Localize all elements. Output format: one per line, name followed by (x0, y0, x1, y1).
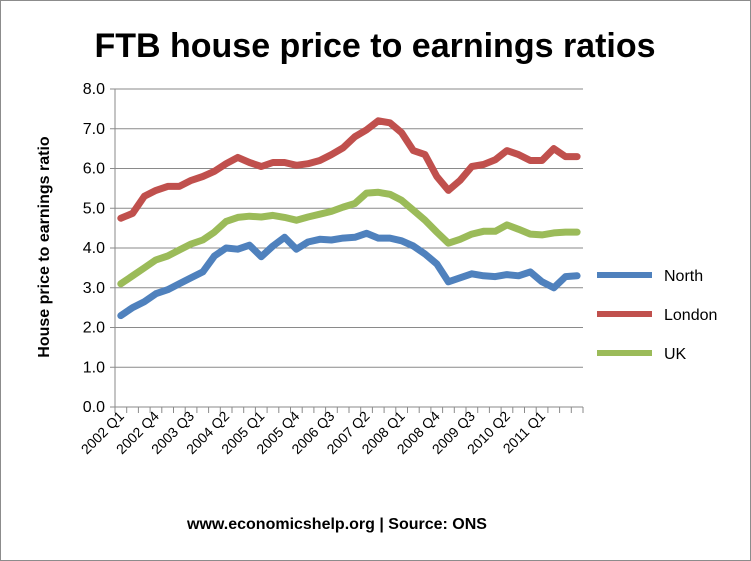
y-tick-label: 0.0 (83, 399, 105, 416)
y-axis-label: House price to earnings ratio (36, 136, 53, 358)
chart-title: FTB house price to earnings ratios (94, 27, 655, 65)
y-tick-label: 3.0 (83, 280, 105, 297)
y-tick-label: 7.0 (83, 121, 105, 138)
y-tick-label: 5.0 (83, 200, 105, 217)
y-tick-label: 1.0 (83, 359, 105, 376)
y-tick-label: 6.0 (83, 161, 105, 178)
legend-label: UK (664, 346, 687, 363)
legend: North London UK (597, 268, 717, 363)
series-lines (117, 117, 581, 320)
series-line-london (117, 117, 581, 222)
y-tick-label: 8.0 (83, 81, 105, 98)
y-tick-label: 2.0 (83, 320, 105, 337)
y-axis-ticks: 0.0 1.0 2.0 3.0 4.0 5.0 6.0 7.0 8.0 (83, 81, 115, 416)
chart-footer: www.economicshelp.org | Source: ONS (186, 516, 487, 533)
series-line-uk (117, 188, 581, 288)
y-tick-label: 4.0 (83, 240, 105, 257)
series-line-north (117, 229, 581, 320)
legend-label: North (664, 268, 703, 285)
legend-label: London (664, 307, 717, 324)
